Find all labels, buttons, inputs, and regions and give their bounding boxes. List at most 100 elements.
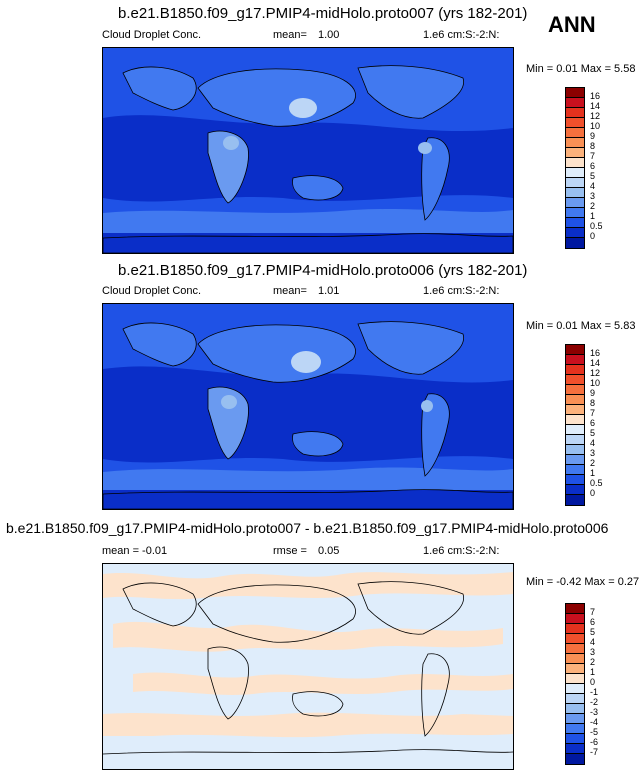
colorbar-segment: [566, 128, 584, 138]
panel-2-mean-label: mean=: [273, 285, 307, 297]
colorbar-label: 10: [590, 378, 601, 388]
colorbar-label: -6: [590, 737, 599, 747]
colorbar-label: 2: [590, 201, 596, 211]
colorbar-label: 6: [590, 617, 596, 627]
colorbar-label: 0: [590, 488, 596, 498]
colorbar-segment: [566, 118, 584, 128]
colorbar-label: 0: [590, 231, 596, 241]
colorbar-segment: [566, 744, 584, 754]
colorbar-segment: [566, 435, 584, 445]
season-label: ANN: [548, 12, 596, 37]
colorbar-segment: [566, 485, 584, 495]
colorbar-label: 8: [590, 398, 596, 408]
colorbar-segment: [566, 218, 584, 228]
colorbar-segment: [566, 198, 584, 208]
colorbar-label: 9: [590, 131, 596, 141]
panel-3-map: [102, 563, 514, 770]
panel-3-rmse-label: rmse =: [273, 545, 307, 557]
colorbar-label: 5: [590, 171, 596, 181]
colorbar-segment: [566, 238, 584, 248]
colorbar-label: 3: [590, 191, 596, 201]
colorbar-segment: [566, 365, 584, 375]
panel-2-map: [102, 303, 514, 510]
colorbar-segment: [566, 654, 584, 664]
colorbar-label: -4: [590, 717, 599, 727]
colorbar-label: 5: [590, 627, 596, 637]
colorbar-label: 0: [590, 677, 596, 687]
colorbar-label: 1: [590, 468, 596, 478]
panel-2-mean-value: 1.01: [318, 285, 340, 297]
colorbar-segment: [566, 644, 584, 654]
colorbar-label: 4: [590, 181, 596, 191]
colorbar-label: 7: [590, 607, 596, 617]
panel-2-colorbar: [565, 344, 585, 506]
panel-1-mean-value: 1.00: [318, 29, 340, 41]
panel-1-minmax: Min = 0.01 Max = 5.58: [526, 63, 636, 75]
colorbar-label: 12: [590, 111, 601, 121]
colorbar-segment: [566, 168, 584, 178]
panel-1-units: 1.e6 cm:S:-2:N:: [423, 29, 500, 41]
colorbar-label: 14: [590, 101, 601, 111]
colorbar-label: 1: [590, 667, 596, 677]
colorbar-label: 16: [590, 348, 601, 358]
panel-1-colorbar: [565, 87, 585, 249]
colorbar-segment: [566, 604, 584, 614]
colorbar-segment: [566, 684, 584, 694]
colorbar-label: 4: [590, 438, 596, 448]
panel-3-mean: mean = -0.01: [102, 545, 168, 557]
panel-2-colorbar-labels: 16 14 12 10 9 8 7 6 5 4 3 2 1 0.5 0: [590, 344, 630, 504]
colorbar-segment: [566, 148, 584, 158]
panel-3-minmax: Min = -0.42 Max = 0.27: [526, 576, 640, 588]
colorbar-segment: [566, 694, 584, 704]
colorbar-label: -7: [590, 747, 599, 757]
colorbar-label: 0.5: [590, 478, 603, 488]
colorbar-label: 6: [590, 161, 596, 171]
colorbar-label: 6: [590, 418, 596, 428]
colorbar-label: 1: [590, 211, 596, 221]
colorbar-segment: [566, 375, 584, 385]
panel-1-map-graphic: [103, 48, 513, 253]
colorbar-segment: [566, 345, 584, 355]
colorbar-segment: [566, 634, 584, 644]
panel-2-variable-label: Cloud Droplet Conc.: [102, 285, 202, 297]
colorbar-segment: [566, 674, 584, 684]
colorbar-segment: [566, 228, 584, 238]
colorbar-segment: [566, 465, 584, 475]
colorbar-label: -2: [590, 697, 599, 707]
colorbar-segment: [566, 178, 584, 188]
colorbar-segment: [566, 415, 584, 425]
colorbar-label: 4: [590, 637, 596, 647]
colorbar-segment: [566, 395, 584, 405]
panel-1-map: [102, 47, 514, 254]
colorbar-segment: [566, 158, 584, 168]
colorbar-segment: [566, 355, 584, 365]
colorbar-segment: [566, 614, 584, 624]
colorbar-label: 0.5: [590, 221, 603, 231]
colorbar-label: 8: [590, 141, 596, 151]
colorbar-label: 10: [590, 121, 601, 131]
colorbar-segment: [566, 98, 584, 108]
panel-3-colorbar: [565, 603, 585, 765]
colorbar-segment: [566, 425, 584, 435]
colorbar-label: 12: [590, 368, 601, 378]
colorbar-segment: [566, 445, 584, 455]
colorbar-label: 3: [590, 448, 596, 458]
panel-2-map-graphic: [103, 304, 513, 509]
colorbar-label: -5: [590, 727, 599, 737]
colorbar-segment: [566, 495, 584, 505]
colorbar-segment: [566, 208, 584, 218]
colorbar-label: 2: [590, 458, 596, 468]
panel-1-title: b.e21.B1850.f09_g17.PMIP4-midHolo.proto0…: [118, 5, 528, 22]
colorbar-label: -1: [590, 687, 599, 697]
panel-1-variable-label: Cloud Droplet Conc.: [102, 29, 202, 41]
colorbar-label: 7: [590, 151, 596, 161]
colorbar-segment: [566, 88, 584, 98]
colorbar-segment: [566, 714, 584, 724]
colorbar-label: 9: [590, 388, 596, 398]
colorbar-segment: [566, 624, 584, 634]
colorbar-segment: [566, 704, 584, 714]
colorbar-segment: [566, 188, 584, 198]
colorbar-label: 14: [590, 358, 601, 368]
panel-3-units: 1.e6 cm:S:-2:N:: [423, 545, 500, 557]
colorbar-label: 16: [590, 91, 601, 101]
